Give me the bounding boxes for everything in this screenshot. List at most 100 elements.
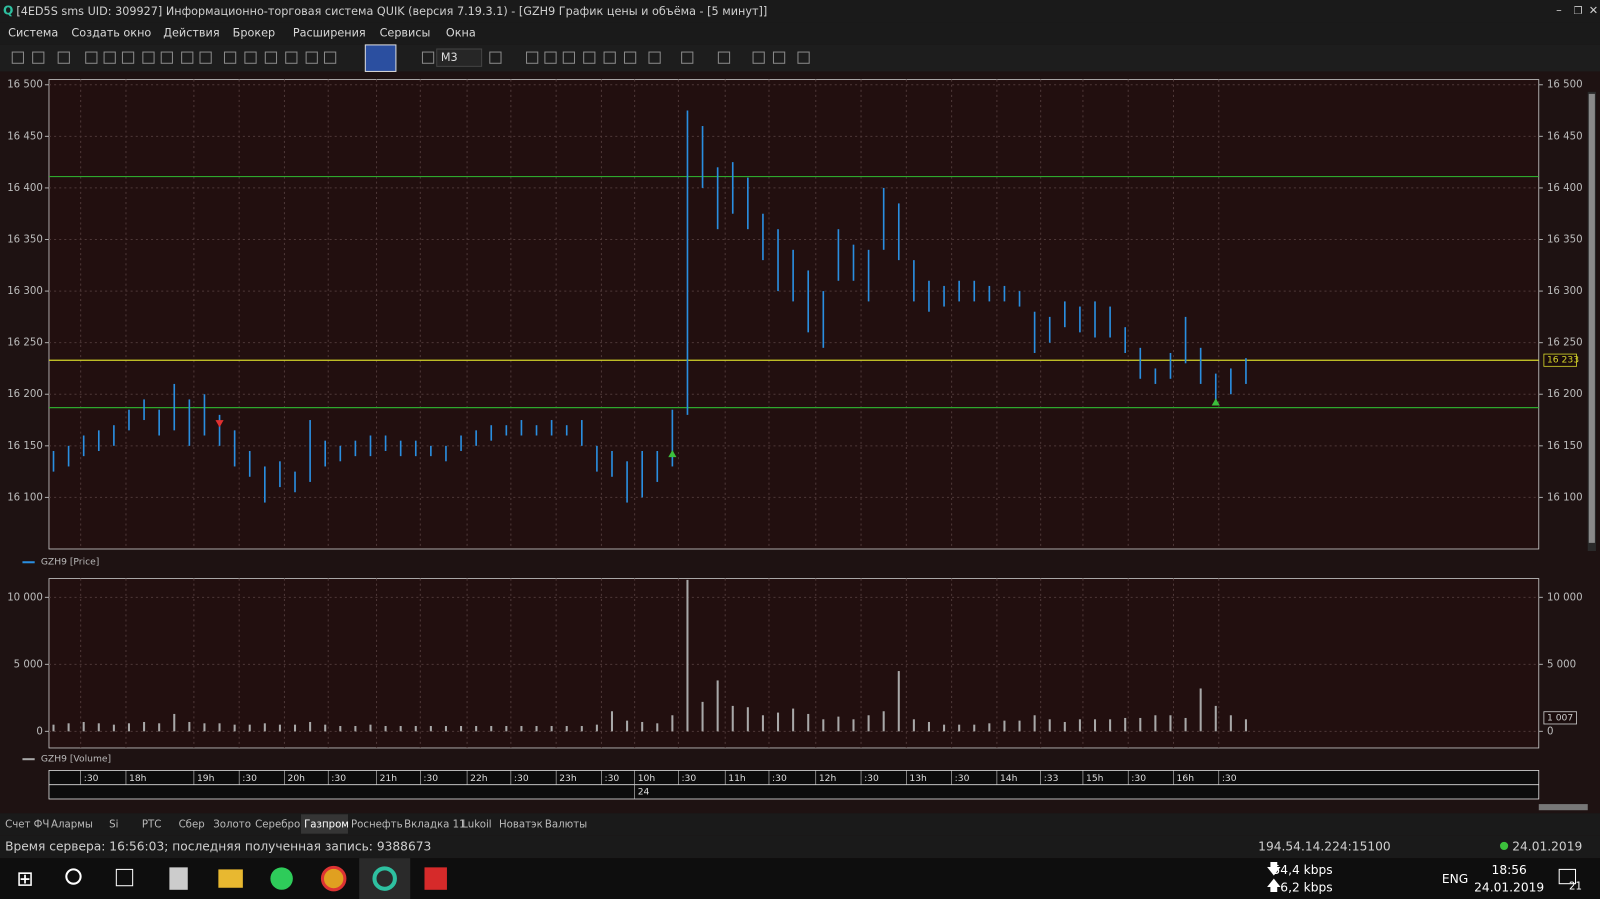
explorer-icon[interactable] (218, 869, 243, 888)
tab[interactable]: Роснефть (351, 820, 403, 831)
tab[interactable]: Новатэк (499, 820, 543, 831)
y-tick-label: 0 (1547, 726, 1553, 737)
tab[interactable]: РТС (142, 820, 161, 831)
connection-dot (1500, 841, 1509, 851)
window-title: [4ED5S sms UID: 309927] Информационно-то… (16, 5, 767, 18)
y-tick-label: 16 350 (1547, 235, 1583, 246)
menu-item[interactable]: Сервисы (380, 27, 431, 40)
calc-icon[interactable] (169, 867, 188, 890)
quik-icon (372, 866, 397, 891)
x-tick-label: 23h (559, 773, 577, 784)
v-scroll-thumb[interactable] (1588, 93, 1595, 543)
x-tick-label: 12h (819, 773, 837, 784)
toolbar-button[interactable] (223, 51, 237, 64)
menu-item[interactable]: Создать окно (71, 27, 151, 40)
y-tick-label: 0 (36, 726, 42, 737)
toolbar-button[interactable] (648, 51, 661, 64)
y-tick-label: 16 400 (1547, 183, 1583, 194)
tab[interactable]: Si (109, 820, 118, 831)
menu-item[interactable]: Брокер (233, 27, 275, 40)
upload-rate: 6,2 kbps (1280, 880, 1332, 894)
toolbar-button[interactable] (57, 51, 70, 64)
tab[interactable]: Газпром (304, 820, 349, 831)
toolbar-button[interactable] (489, 51, 502, 64)
toolbar-button[interactable] (121, 51, 135, 64)
minimize[interactable]: – (1556, 4, 1562, 17)
toolbar-logo[interactable] (364, 44, 397, 72)
clock-time[interactable]: 18:56 (1492, 863, 1527, 877)
x-tick-label: 19h (197, 773, 215, 784)
legend-label: GZH9 [Volume] (41, 754, 111, 765)
toolbar-button[interactable] (181, 51, 194, 64)
title-bar (0, 0, 1600, 23)
menu-item[interactable]: Расширения (293, 27, 366, 40)
toolbar-button[interactable] (199, 51, 212, 64)
y-tick-label: 5 000 (14, 659, 43, 670)
signal-marker (215, 420, 224, 428)
tab-bar (0, 813, 1600, 836)
tab[interactable]: Lukoil (462, 820, 491, 831)
toolbar-button[interactable] (264, 51, 278, 64)
whatsapp-icon[interactable] (270, 867, 293, 890)
x-tick-label: 22h (470, 773, 488, 784)
toolbar-button[interactable] (681, 51, 694, 64)
date-tick-label: 24 (638, 786, 650, 797)
app-icon-x[interactable] (424, 867, 447, 890)
quik-active[interactable] (359, 858, 411, 899)
tab[interactable]: Валюты (545, 820, 587, 831)
toolbar-button[interactable] (526, 51, 539, 64)
toolbar-button[interactable] (160, 51, 173, 64)
toolbar-button[interactable] (752, 51, 765, 64)
menu-item[interactable]: Окна (446, 27, 476, 40)
toolbar-button[interactable] (85, 51, 98, 64)
search-button[interactable] (65, 868, 82, 885)
tab[interactable]: Серебро (255, 820, 300, 831)
restore[interactable]: ❐ (1573, 6, 1582, 17)
notification-icon[interactable] (1558, 868, 1577, 885)
tab[interactable]: Сбер (179, 820, 205, 831)
y-tick-label: 16 250 (1547, 338, 1583, 349)
legend-label: GZH9 [Price] (41, 557, 100, 568)
taskbar (0, 858, 1600, 899)
toolbar-button[interactable] (285, 51, 298, 64)
x-tick-label: :30 (604, 773, 619, 784)
start-button[interactable]: ⊞ (16, 867, 33, 891)
clock-date[interactable]: 24.01.2019 (1474, 880, 1544, 894)
tab[interactable]: Счет ФЧ (5, 820, 49, 831)
toolbar-button[interactable] (583, 51, 596, 64)
toolbar-button[interactable] (305, 51, 318, 64)
tab[interactable]: Золото (213, 820, 251, 831)
language[interactable]: ENG (1442, 872, 1468, 886)
task-view[interactable] (115, 868, 134, 887)
toolbar-button[interactable] (32, 51, 45, 64)
toolbar-button[interactable] (421, 51, 435, 64)
toolbar-button[interactable] (142, 51, 155, 64)
h-scroll[interactable] (1538, 804, 1588, 811)
menu-item[interactable]: Система (8, 27, 58, 40)
toolbar-button[interactable] (11, 51, 24, 64)
interval-select[interactable] (436, 48, 483, 67)
toolbar-button[interactable] (544, 51, 557, 64)
close[interactable]: ✕ (1589, 4, 1598, 17)
toolbar-button[interactable] (244, 51, 257, 64)
y-tick-label: 16 300 (7, 286, 43, 297)
tab[interactable]: Алармы (51, 820, 93, 831)
last-label-box (1543, 711, 1577, 725)
toolbar-button[interactable] (323, 51, 337, 64)
toolbar-button[interactable] (772, 51, 786, 64)
toolbar-button[interactable] (797, 51, 810, 64)
x-tick-label: :33 (1044, 773, 1059, 784)
toolbar (0, 44, 1600, 72)
toolbar-button[interactable] (603, 51, 616, 64)
toolbar-button[interactable] (717, 51, 731, 64)
menu-item[interactable]: Действия (163, 27, 219, 40)
toolbar-button[interactable] (103, 51, 116, 64)
y-tick-label: 16 200 (7, 389, 43, 400)
active-tab (301, 814, 348, 834)
y-tick-label: 16 450 (7, 131, 43, 142)
toolbar-button[interactable] (623, 51, 637, 64)
toolbar-button[interactable] (562, 51, 575, 64)
chrome-icon[interactable] (320, 865, 347, 892)
notification-count: 21 (1569, 882, 1582, 893)
tab[interactable]: Вкладка 11 (404, 820, 466, 831)
